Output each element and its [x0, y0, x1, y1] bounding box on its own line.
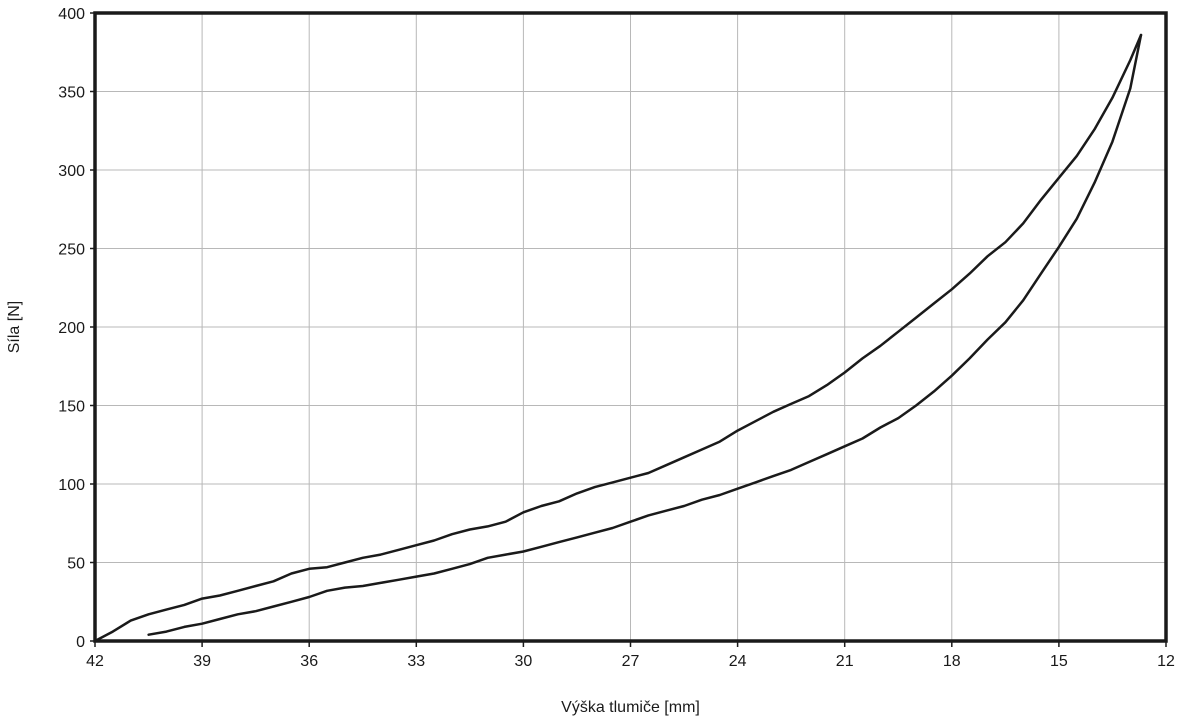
y-axis-tick-labels: 0 50 100 150 200 250 300 350 400 [58, 6, 95, 651]
x-tick-label: 24 [729, 653, 747, 670]
plot-series [93, 33, 1143, 643]
lower-curve-line [147, 33, 1143, 636]
y-tick-label: 200 [58, 320, 85, 337]
x-tick-label: 33 [407, 653, 425, 670]
y-tick-label: 400 [58, 6, 85, 23]
x-tick-label: 36 [300, 653, 318, 670]
x-tick-label: 30 [515, 653, 533, 670]
y-tick-label: 100 [58, 477, 85, 494]
y-tick-label: 50 [67, 556, 85, 573]
upper-curve-line [93, 33, 1143, 643]
x-tick-label: 18 [943, 653, 961, 670]
x-tick-label: 39 [193, 653, 211, 670]
grid [95, 13, 1166, 641]
x-tick-label: 12 [1157, 653, 1175, 670]
y-tick-label: 300 [58, 163, 85, 180]
y-axis-title: Síla [N] [6, 301, 23, 353]
y-tick-label: 250 [58, 242, 85, 259]
y-tick-label: 350 [58, 85, 85, 102]
x-tick-label: 21 [836, 653, 854, 670]
y-tick-label: 150 [58, 399, 85, 416]
x-axis-tick-labels: 42 39 36 33 30 27 24 21 18 15 12 [86, 641, 1175, 670]
x-tick-label: 42 [86, 653, 104, 670]
y-tick-label: 0 [76, 634, 85, 651]
x-tick-label: 27 [622, 653, 640, 670]
x-tick-label: 15 [1050, 653, 1068, 670]
x-axis-title: Výška tlumiče [mm] [561, 699, 700, 716]
